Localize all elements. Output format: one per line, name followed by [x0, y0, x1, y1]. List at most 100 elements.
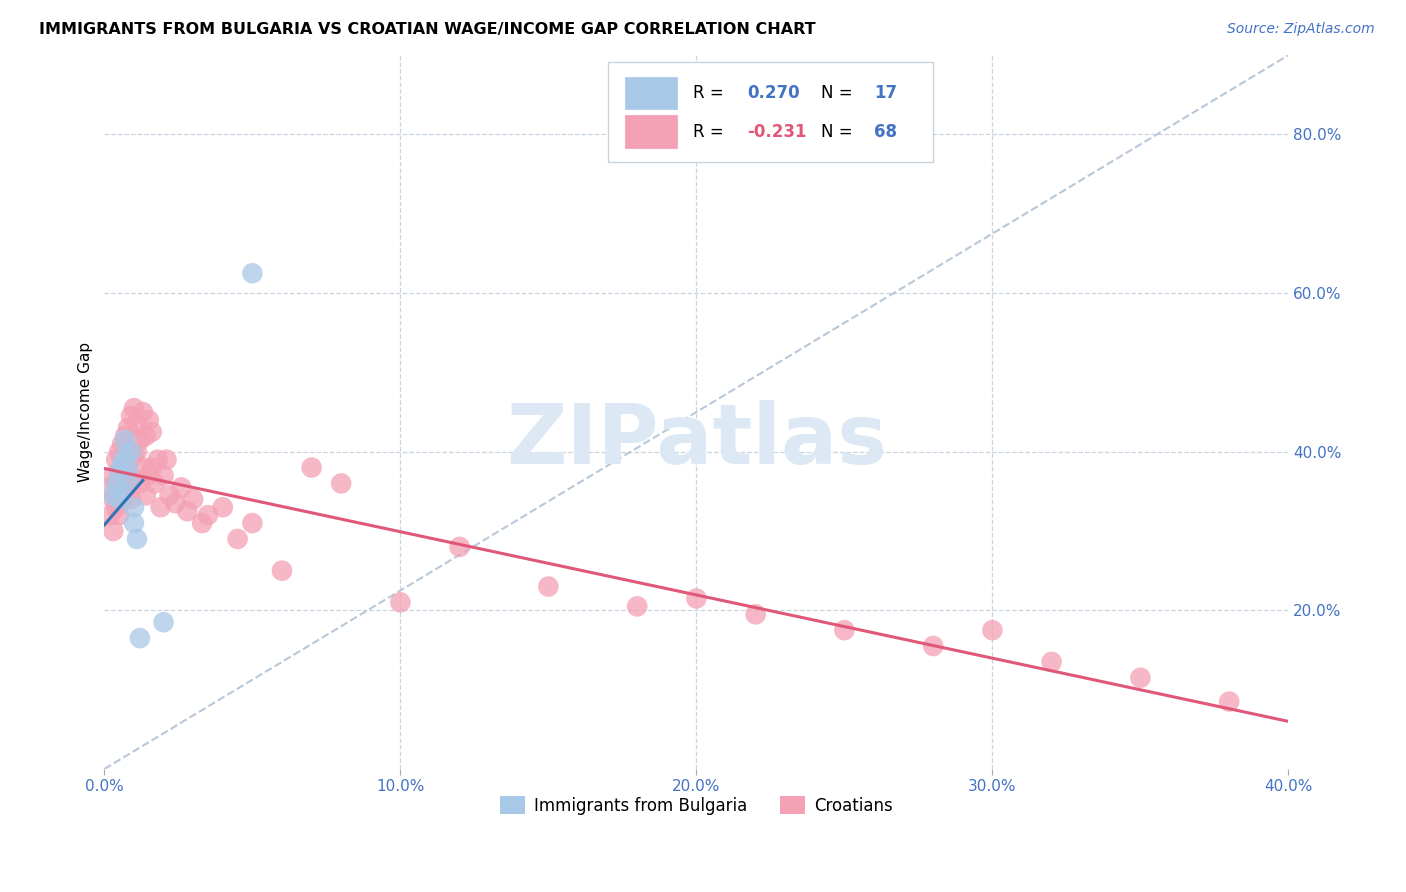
Point: [834, 623, 856, 637]
Point: [108, 492, 131, 507]
Point: [111, 457, 134, 471]
Point: [537, 580, 560, 594]
Point: [114, 433, 136, 447]
Point: [159, 488, 181, 502]
Point: [1129, 671, 1152, 685]
Point: [149, 500, 172, 515]
Text: 17: 17: [875, 84, 897, 102]
Point: [143, 476, 166, 491]
Point: [242, 516, 264, 530]
Point: [330, 476, 353, 491]
Y-axis label: Wage/Income Gap: Wage/Income Gap: [79, 342, 93, 482]
Point: [1040, 655, 1063, 669]
Point: [98, 480, 121, 494]
Point: [108, 488, 131, 502]
Point: [114, 429, 136, 443]
Point: [155, 452, 177, 467]
Text: ZIPatlas: ZIPatlas: [506, 401, 887, 481]
Point: [105, 500, 128, 515]
Point: [122, 516, 145, 530]
Point: [111, 492, 134, 507]
Point: [117, 460, 139, 475]
Point: [122, 500, 145, 515]
Point: [129, 631, 152, 645]
Text: R =: R =: [693, 122, 728, 141]
Text: 0.270: 0.270: [748, 84, 800, 102]
Point: [117, 421, 139, 435]
Point: [108, 508, 131, 523]
Point: [626, 599, 648, 614]
Point: [111, 437, 134, 451]
Point: [103, 492, 125, 507]
Point: [105, 476, 128, 491]
Point: [226, 532, 249, 546]
Point: [191, 516, 214, 530]
Text: N =: N =: [821, 84, 858, 102]
Point: [98, 508, 121, 523]
FancyBboxPatch shape: [626, 115, 678, 148]
Point: [135, 488, 157, 502]
Point: [449, 540, 471, 554]
Point: [1218, 694, 1240, 708]
Point: [103, 468, 125, 483]
Text: IMMIGRANTS FROM BULGARIA VS CROATIAN WAGE/INCOME GAP CORRELATION CHART: IMMIGRANTS FROM BULGARIA VS CROATIAN WAG…: [39, 22, 815, 37]
Point: [685, 591, 707, 606]
Point: [114, 449, 136, 463]
Point: [152, 615, 174, 630]
Point: [138, 413, 160, 427]
Point: [117, 460, 139, 475]
Point: [170, 480, 193, 494]
Point: [117, 484, 139, 499]
Point: [744, 607, 766, 622]
Point: [176, 504, 198, 518]
Point: [135, 429, 157, 443]
Point: [114, 476, 136, 491]
Point: [146, 452, 169, 467]
Point: [141, 425, 163, 439]
Point: [103, 488, 125, 502]
Point: [111, 473, 134, 487]
Point: [103, 524, 125, 538]
Point: [122, 449, 145, 463]
Point: [197, 508, 219, 523]
Point: [108, 444, 131, 458]
Point: [125, 444, 148, 458]
Point: [132, 405, 155, 419]
Point: [981, 623, 1004, 637]
Text: N =: N =: [821, 122, 858, 141]
Point: [108, 468, 131, 483]
Point: [181, 492, 204, 507]
Point: [105, 476, 128, 491]
Text: 68: 68: [875, 122, 897, 141]
FancyBboxPatch shape: [607, 62, 934, 162]
Point: [120, 444, 142, 458]
Point: [152, 468, 174, 483]
Point: [132, 460, 155, 475]
Text: -0.231: -0.231: [748, 122, 807, 141]
Point: [129, 476, 152, 491]
Text: R =: R =: [693, 84, 728, 102]
Point: [122, 401, 145, 416]
Point: [242, 266, 264, 280]
Point: [125, 417, 148, 431]
Point: [120, 492, 142, 507]
Point: [389, 595, 412, 609]
Point: [114, 457, 136, 471]
Point: [922, 639, 945, 653]
Point: [105, 452, 128, 467]
FancyBboxPatch shape: [626, 77, 678, 110]
Point: [301, 460, 323, 475]
Point: [117, 473, 139, 487]
Point: [108, 465, 131, 479]
Point: [211, 500, 233, 515]
Point: [141, 460, 163, 475]
Point: [271, 564, 294, 578]
Legend: Immigrants from Bulgaria, Croatians: Immigrants from Bulgaria, Croatians: [494, 789, 898, 822]
Point: [111, 484, 134, 499]
Point: [129, 433, 152, 447]
Text: Source: ZipAtlas.com: Source: ZipAtlas.com: [1227, 22, 1375, 37]
Point: [122, 473, 145, 487]
Point: [165, 496, 187, 510]
Point: [138, 468, 160, 483]
Point: [125, 532, 148, 546]
